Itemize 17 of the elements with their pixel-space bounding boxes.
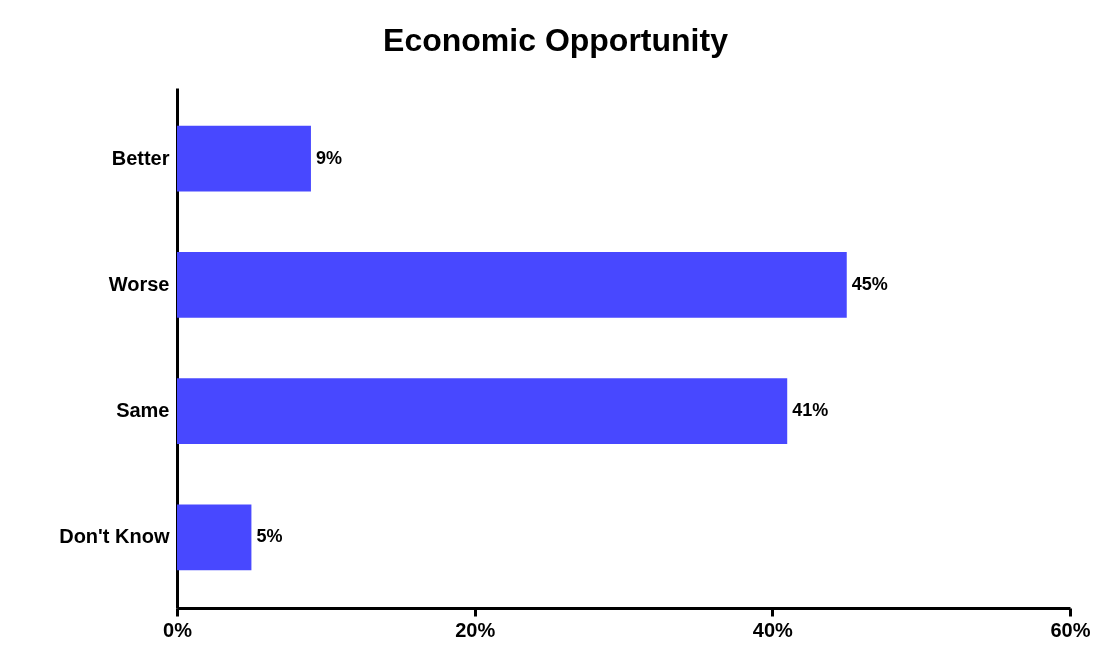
- x-tick-label: 40%: [752, 618, 794, 641]
- y-tick-label: Better: [111, 146, 170, 169]
- y-tick-label: Worse: [108, 272, 170, 295]
- data-label: 41%: [792, 400, 829, 421]
- x-tick-label: 60%: [1050, 618, 1091, 641]
- x-tick-label: 20%: [455, 618, 496, 641]
- bar: [177, 252, 847, 318]
- bar: [177, 378, 788, 444]
- chart-title: Economic Opportunity: [383, 22, 729, 58]
- y-tick-label: Same: [116, 399, 170, 422]
- y-tick-label: Don't Know: [59, 525, 170, 548]
- x-tick-label: 0%: [163, 618, 193, 641]
- data-label: 9%: [315, 147, 342, 168]
- data-label: 5%: [256, 526, 283, 547]
- bar: [177, 504, 252, 571]
- data-label: 45%: [851, 273, 888, 294]
- bar: [177, 125, 311, 192]
